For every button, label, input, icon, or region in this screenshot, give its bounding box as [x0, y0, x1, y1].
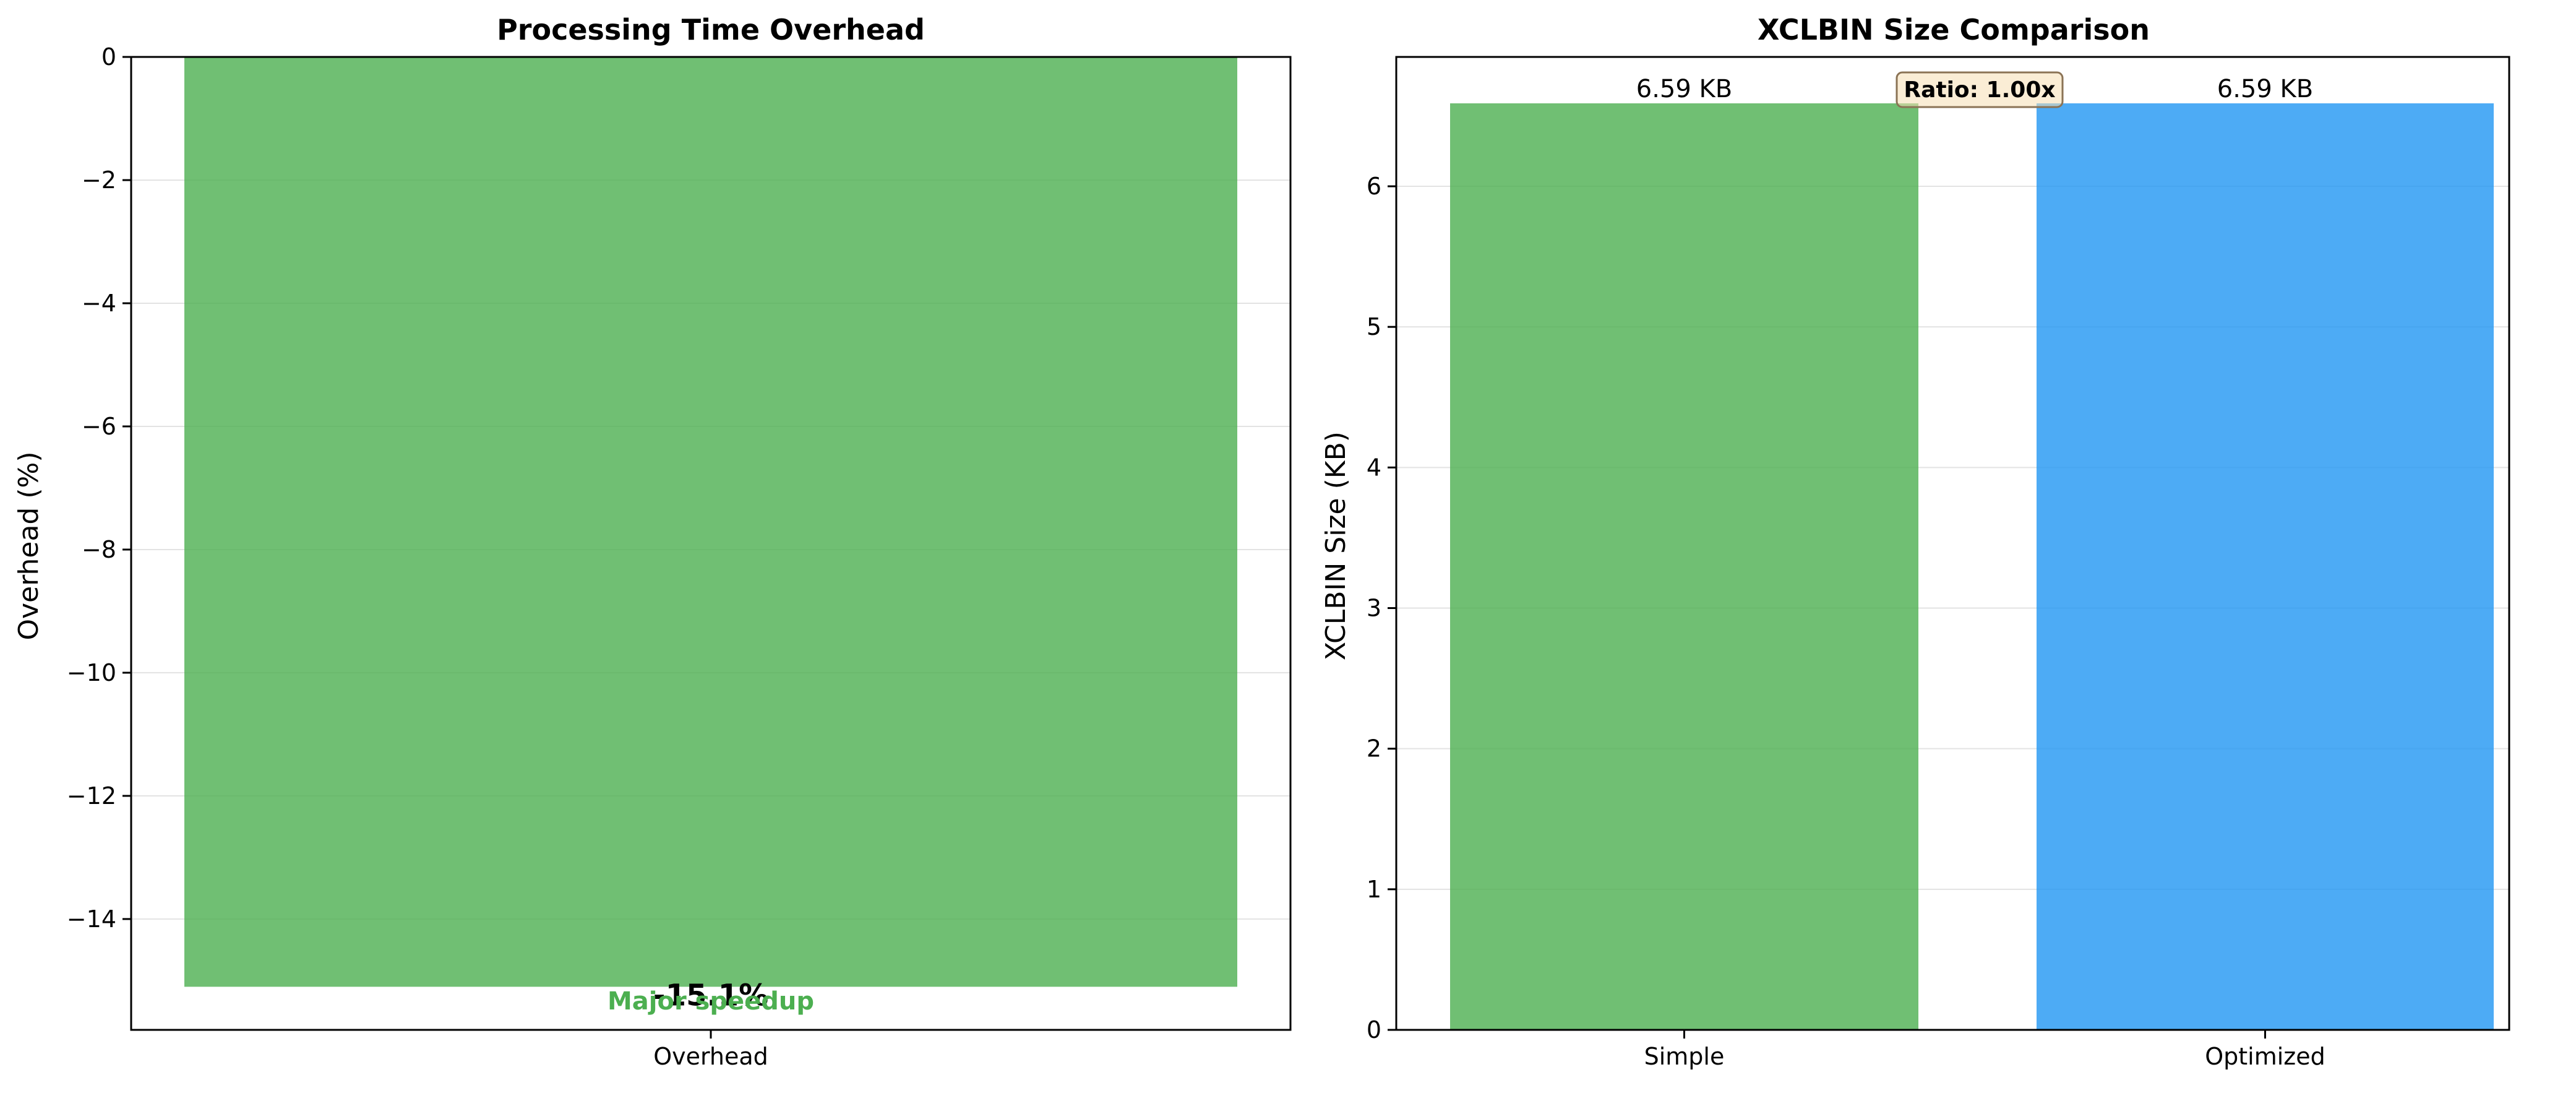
ratio-badge: Ratio: 1.00x: [1896, 71, 2064, 108]
bars: [1450, 103, 2494, 1030]
y-tick-label: 4: [1367, 454, 1381, 481]
ratio-badge-box: [1896, 71, 2064, 108]
x-tick-label: Simple: [1644, 1043, 1725, 1070]
y-tick-label: 0: [101, 43, 116, 71]
bar-value-label: 6.59 KB: [2217, 75, 2313, 103]
y-tick-label: −8: [82, 536, 116, 563]
bar-labels: 6.59 KB 6.59 KB: [1636, 75, 2313, 103]
chart-title: XCLBIN Size Comparison: [1758, 13, 2150, 46]
y-tick-label: 6: [1367, 173, 1381, 200]
y-tick-label: −2: [82, 166, 116, 194]
y-tick-label: 5: [1367, 313, 1381, 340]
speedup-annotation: Major speedup: [608, 987, 814, 1016]
plot-frame: [130, 56, 1292, 1031]
x-tick-label: Optimized: [2205, 1043, 2325, 1070]
chart-title: Processing Time Overhead: [497, 13, 925, 46]
y-tick-label: 0: [1367, 1016, 1381, 1043]
ticks: 0 1 2 3 4 5 6 Simple Optimized: [1367, 173, 2325, 1070]
ratio-badge-label: Ratio: 1.00x: [1904, 77, 2055, 103]
bar: [1450, 103, 1918, 1030]
y-tick-label: −12: [67, 782, 116, 810]
plot-frame: [1395, 56, 2510, 1031]
y-tick-label: −6: [82, 413, 116, 440]
bar: [2037, 103, 2494, 1030]
xclbin-size-chart: XCLBIN Size Comparison XCLBIN Size (KB) …: [1320, 13, 2510, 1070]
y-axis-label: XCLBIN Size (KB): [1320, 431, 1352, 660]
x-tick-label: Overhead: [653, 1043, 768, 1070]
bar-value-label: -15.1%: [653, 978, 768, 1013]
overhead-chart: Processing Time Overhead Overhead (%) 0 −…: [13, 13, 1292, 1070]
ticks: 0 −2 −4 −6 −8 −10 −12 −14 Overhead: [67, 43, 768, 1070]
bar: [184, 57, 1237, 987]
y-tick-label: −10: [67, 659, 116, 686]
y-tick-label: −4: [82, 290, 116, 317]
bar-value-label: 6.59 KB: [1636, 75, 1732, 103]
y-tick-label: −14: [67, 905, 116, 933]
y-axis-label: Overhead (%): [13, 451, 45, 640]
y-tick-label: 2: [1367, 735, 1381, 763]
y-tick-label: 1: [1367, 876, 1381, 903]
bar-labels: -15.1%: [653, 978, 768, 1013]
bars: [184, 57, 1237, 987]
y-tick-label: 3: [1367, 594, 1381, 621]
